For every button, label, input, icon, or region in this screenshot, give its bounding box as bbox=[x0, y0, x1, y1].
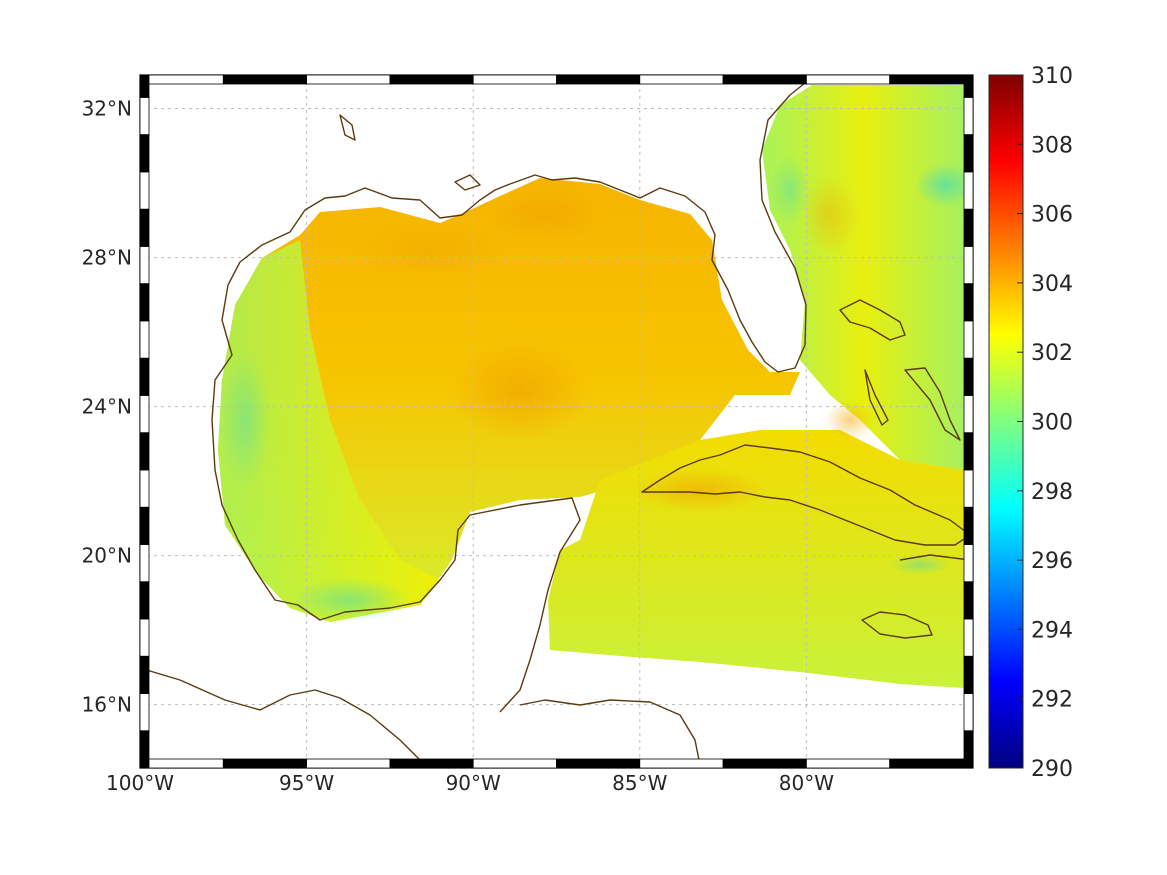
frame-segment-left bbox=[139, 506, 150, 545]
central-america-coast bbox=[140, 667, 426, 766]
frame-segment-left bbox=[139, 320, 150, 359]
colorbar-tick-label: 304 bbox=[1031, 272, 1073, 297]
frame-segment-bottom bbox=[806, 758, 891, 769]
frame-segment-top bbox=[639, 74, 724, 85]
lat-tick-label: 28°N bbox=[82, 246, 132, 270]
frame-segment-bottom bbox=[306, 758, 391, 769]
mexico-gulf-coast bbox=[211, 284, 581, 713]
mobile-bay-islands bbox=[339, 114, 481, 191]
frame-segment-top bbox=[556, 74, 641, 85]
frame-segment-top bbox=[889, 74, 974, 85]
lon-tick-label: 100°W bbox=[106, 771, 174, 795]
frame-segment-left bbox=[139, 730, 150, 769]
sst-field bbox=[218, 85, 973, 688]
lat-tick-label: 20°N bbox=[82, 544, 132, 568]
frame-segment-left bbox=[139, 96, 150, 136]
frame-segment-bottom bbox=[722, 758, 807, 769]
frame-segment-right bbox=[963, 693, 974, 732]
frame-segment-left bbox=[139, 171, 150, 210]
longitude-tick-labels: 100°W 95°W 90°W 85°W 80°W bbox=[106, 771, 834, 795]
frame-segment-bottom bbox=[222, 758, 308, 769]
frame-segment-left bbox=[139, 693, 150, 732]
frame-segment-right bbox=[963, 432, 974, 471]
bahamas-islands bbox=[864, 367, 961, 441]
colorbar-tick-label: 308 bbox=[1031, 133, 1073, 158]
lon-tick-label: 90°W bbox=[446, 771, 501, 795]
frame-segment-right bbox=[963, 96, 974, 136]
frame-segment-top bbox=[722, 74, 807, 85]
colorbar-tick-label: 292 bbox=[1031, 688, 1073, 713]
coastlines bbox=[140, 75, 971, 766]
frame-segment-left bbox=[139, 208, 150, 247]
frame-segment-right bbox=[963, 730, 974, 769]
colorbar-tick-label: 302 bbox=[1031, 341, 1073, 366]
frame-segment-bottom bbox=[556, 758, 641, 769]
frame-segment-top bbox=[389, 74, 474, 85]
frame-segment-right bbox=[963, 208, 974, 247]
map-frame bbox=[139, 74, 974, 769]
jamaica-coastline bbox=[861, 611, 933, 639]
frame-segment-right bbox=[963, 581, 974, 620]
frame-segment-top bbox=[306, 74, 391, 85]
frame-segment-right bbox=[963, 283, 974, 322]
frame-segment-right bbox=[963, 134, 974, 173]
colorbar-tick-label: 294 bbox=[1031, 618, 1073, 643]
frame-segment-bottom bbox=[889, 758, 974, 769]
frame-segment-left bbox=[139, 469, 150, 508]
lat-tick-label: 24°N bbox=[82, 395, 132, 419]
lon-tick-label: 85°W bbox=[612, 771, 667, 795]
colorbar-tick-label: 310 bbox=[1031, 64, 1073, 89]
bahamas-coastline bbox=[839, 299, 906, 341]
colorbar-tick-label: 290 bbox=[1031, 757, 1073, 782]
frame-segment-bottom bbox=[139, 758, 224, 769]
colorbar-tick-labels: 290 292 294 296 298 300 302 304 306 308 310 bbox=[1017, 64, 1073, 782]
lat-tick-label: 32°N bbox=[82, 97, 132, 121]
frame-segment-right bbox=[963, 469, 974, 508]
us-gulf-coast bbox=[227, 75, 816, 373]
frame-segment-top bbox=[472, 74, 557, 85]
honduras-coast bbox=[519, 699, 701, 766]
frame-segment-bottom bbox=[472, 758, 557, 769]
frame-segment-right bbox=[963, 506, 974, 545]
frame-segment-left bbox=[139, 74, 150, 98]
frame-segment-bottom bbox=[639, 758, 724, 769]
frame-segment-right bbox=[963, 395, 974, 434]
frame-segment-left bbox=[139, 245, 150, 285]
frame-segment-bottom bbox=[389, 758, 474, 769]
frame-segment-right bbox=[963, 171, 974, 210]
frame-segment-right bbox=[963, 357, 974, 396]
lon-tick-label: 95°W bbox=[279, 771, 334, 795]
latitude-tick-labels: 16°N 20°N 24°N 28°N 32°N bbox=[82, 97, 132, 717]
frame-segment-left bbox=[139, 544, 150, 583]
lon-tick-label: 80°W bbox=[779, 771, 834, 795]
frame-segment-right bbox=[963, 618, 974, 657]
frame-segment-left bbox=[139, 618, 150, 657]
frame-segment-right bbox=[963, 245, 974, 285]
western-gulf-field bbox=[218, 240, 440, 622]
hispaniola-coast bbox=[899, 554, 971, 561]
colorbar-tick-label: 306 bbox=[1031, 203, 1073, 228]
frame-segment-left bbox=[139, 357, 150, 396]
frame-segment-left bbox=[139, 655, 150, 694]
frame-segment-right bbox=[963, 74, 974, 98]
frame-segment-right bbox=[963, 655, 974, 694]
colorbar-tick-label: 296 bbox=[1031, 549, 1073, 574]
frame-segment-left bbox=[139, 581, 150, 620]
frame-segment-top bbox=[139, 74, 224, 85]
frame-segment-top bbox=[806, 74, 891, 85]
frame-segment-left bbox=[139, 432, 150, 471]
frame-segment-top bbox=[222, 74, 308, 85]
frame-segment-right bbox=[963, 544, 974, 583]
graticule bbox=[140, 75, 973, 768]
frame-segment-right bbox=[963, 320, 974, 359]
colorbar-tick-label: 298 bbox=[1031, 480, 1073, 505]
frame-segment-left bbox=[139, 283, 150, 322]
lat-tick-label: 16°N bbox=[82, 693, 132, 717]
colorbar-tick-label: 300 bbox=[1031, 411, 1073, 436]
frame-segment-left bbox=[139, 395, 150, 434]
atlantic-field bbox=[762, 85, 965, 470]
frame-segment-left bbox=[139, 134, 150, 173]
colorbar: 290 292 294 296 298 300 302 304 306 308 310 bbox=[988, 64, 1073, 782]
